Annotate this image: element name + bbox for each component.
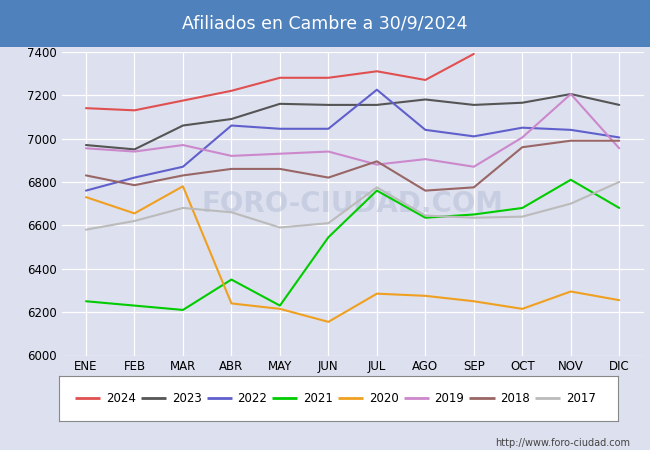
Text: 2017: 2017 [566,392,595,405]
Text: http://www.foro-ciudad.com: http://www.foro-ciudad.com [495,438,630,448]
Text: Afiliados en Cambre a 30/9/2024: Afiliados en Cambre a 30/9/2024 [182,14,468,33]
Text: 2018: 2018 [500,392,530,405]
Text: 2020: 2020 [369,392,398,405]
Text: 2024: 2024 [106,392,136,405]
Text: 2023: 2023 [172,392,202,405]
Text: 2022: 2022 [237,392,267,405]
Text: 2021: 2021 [303,392,333,405]
Text: FORO-CIUDAD.COM: FORO-CIUDAD.COM [202,189,504,218]
Text: 2019: 2019 [434,392,464,405]
